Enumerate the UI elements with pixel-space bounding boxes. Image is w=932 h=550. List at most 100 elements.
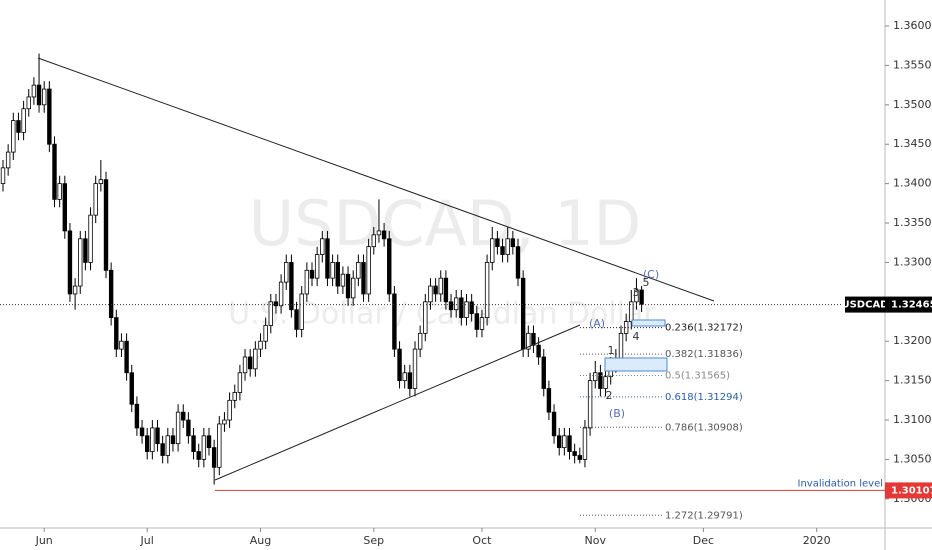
- candle-body: [232, 392, 237, 401]
- price-tag: [885, 296, 932, 313]
- x-tick-label: Jul: [140, 534, 154, 547]
- candle-body: [47, 88, 52, 145]
- candle-body: [98, 179, 104, 185]
- candle-body: [443, 277, 449, 303]
- candle-body: [294, 309, 299, 330]
- candle-body: [278, 281, 284, 307]
- candle-body: [582, 427, 588, 460]
- candle-body: [562, 435, 567, 449]
- candle-body: [258, 340, 263, 350]
- fib-label: 0.382(1.31836): [665, 349, 743, 360]
- candle-body: [237, 372, 243, 393]
- candle-body: [510, 238, 516, 248]
- candle-body: [222, 419, 227, 425]
- candle-body: [21, 108, 26, 133]
- candle-body: [350, 277, 356, 299]
- candle-body: [577, 455, 582, 460]
- wave-label: (C): [643, 268, 659, 281]
- candle-body: [515, 246, 521, 279]
- candle-body: [242, 356, 248, 374]
- x-tick-label: 2020: [803, 534, 831, 547]
- candle-body: [52, 143, 57, 200]
- candle-body: [593, 372, 598, 382]
- candle-body: [93, 183, 98, 216]
- x-tick-label: Oct: [472, 534, 492, 547]
- x-tick-label: Sep: [363, 534, 384, 547]
- symbol-tag-label: USDCAD: [841, 300, 888, 311]
- candle-body: [26, 96, 31, 110]
- wave-label: (B): [609, 407, 625, 420]
- candle-body: [361, 262, 366, 295]
- candle-body: [551, 411, 557, 437]
- candle-body: [211, 447, 217, 468]
- x-tick-label: Dec: [693, 534, 714, 547]
- fib-label: 0.5(1.31565): [665, 371, 730, 382]
- candle-body: [629, 301, 634, 322]
- candle-body: [175, 411, 181, 445]
- candle-body: [464, 301, 469, 318]
- candle-body: [340, 273, 346, 287]
- candle-body: [402, 372, 407, 382]
- invalidation-tag-label: 1.30107: [891, 485, 932, 496]
- candle-body: [520, 277, 526, 350]
- candle-body: [273, 301, 279, 307]
- target-box: [631, 319, 666, 327]
- candle-body: [490, 238, 495, 263]
- candle-body: [356, 262, 361, 279]
- candle-body: [62, 183, 67, 232]
- candle-body: [103, 179, 109, 271]
- candle-body: [526, 332, 531, 350]
- candle-body: [407, 372, 413, 389]
- candle-body: [253, 348, 258, 370]
- y-tick-label: 1.33500: [893, 216, 932, 229]
- trendline-up: [214, 324, 581, 481]
- candle-body: [196, 451, 201, 460]
- candle-body: [309, 269, 315, 279]
- fib-label: 0.786(1.30908): [665, 422, 743, 433]
- candle-body: [618, 332, 624, 362]
- candle-body: [304, 269, 310, 295]
- candle-body: [546, 388, 552, 413]
- candle-body: [5, 151, 11, 169]
- y-tick-label: 1.34500: [893, 137, 932, 150]
- y-tick-label: 1.30500: [893, 452, 932, 465]
- candle-body: [150, 427, 155, 452]
- candle-body: [345, 273, 351, 299]
- candle-body: [438, 277, 443, 295]
- y-tick-label: 1.33000: [893, 255, 932, 268]
- candle-body: [314, 254, 320, 279]
- candle-body: [325, 238, 330, 279]
- candle-body: [186, 419, 191, 437]
- candle-body: [423, 301, 428, 334]
- candle-body: [428, 285, 433, 303]
- y-tick-label: 1.31500: [893, 374, 932, 387]
- candle-body: [392, 293, 397, 350]
- candle-body: [191, 435, 196, 452]
- x-tick-label: Nov: [585, 534, 607, 547]
- invalidation-label: Invalidation level: [798, 478, 883, 489]
- candle-body: [587, 380, 593, 429]
- wave-label: 3: [633, 286, 640, 299]
- wave-label: 5: [643, 276, 650, 289]
- candle-body: [531, 332, 536, 346]
- candle-body: [36, 84, 42, 106]
- trendline-down: [37, 57, 715, 302]
- candle-body: [335, 262, 340, 287]
- candle-body: [536, 344, 541, 358]
- x-tick-label: Jun: [35, 534, 53, 547]
- wave-label: 2: [606, 389, 613, 402]
- x-tick-label: Aug: [250, 534, 271, 547]
- candle-body: [170, 435, 176, 445]
- candle-body: [31, 84, 37, 98]
- candle-body: [623, 321, 629, 334]
- candle-body: [263, 325, 268, 342]
- candle-body: [67, 230, 73, 295]
- invalidation-tag: [885, 482, 932, 499]
- candle-body: [299, 293, 304, 330]
- candle-body: [505, 238, 510, 255]
- target-box: [604, 357, 668, 372]
- candle-body: [139, 427, 145, 437]
- candle-body: [289, 262, 294, 311]
- wave-label: 4: [633, 330, 640, 343]
